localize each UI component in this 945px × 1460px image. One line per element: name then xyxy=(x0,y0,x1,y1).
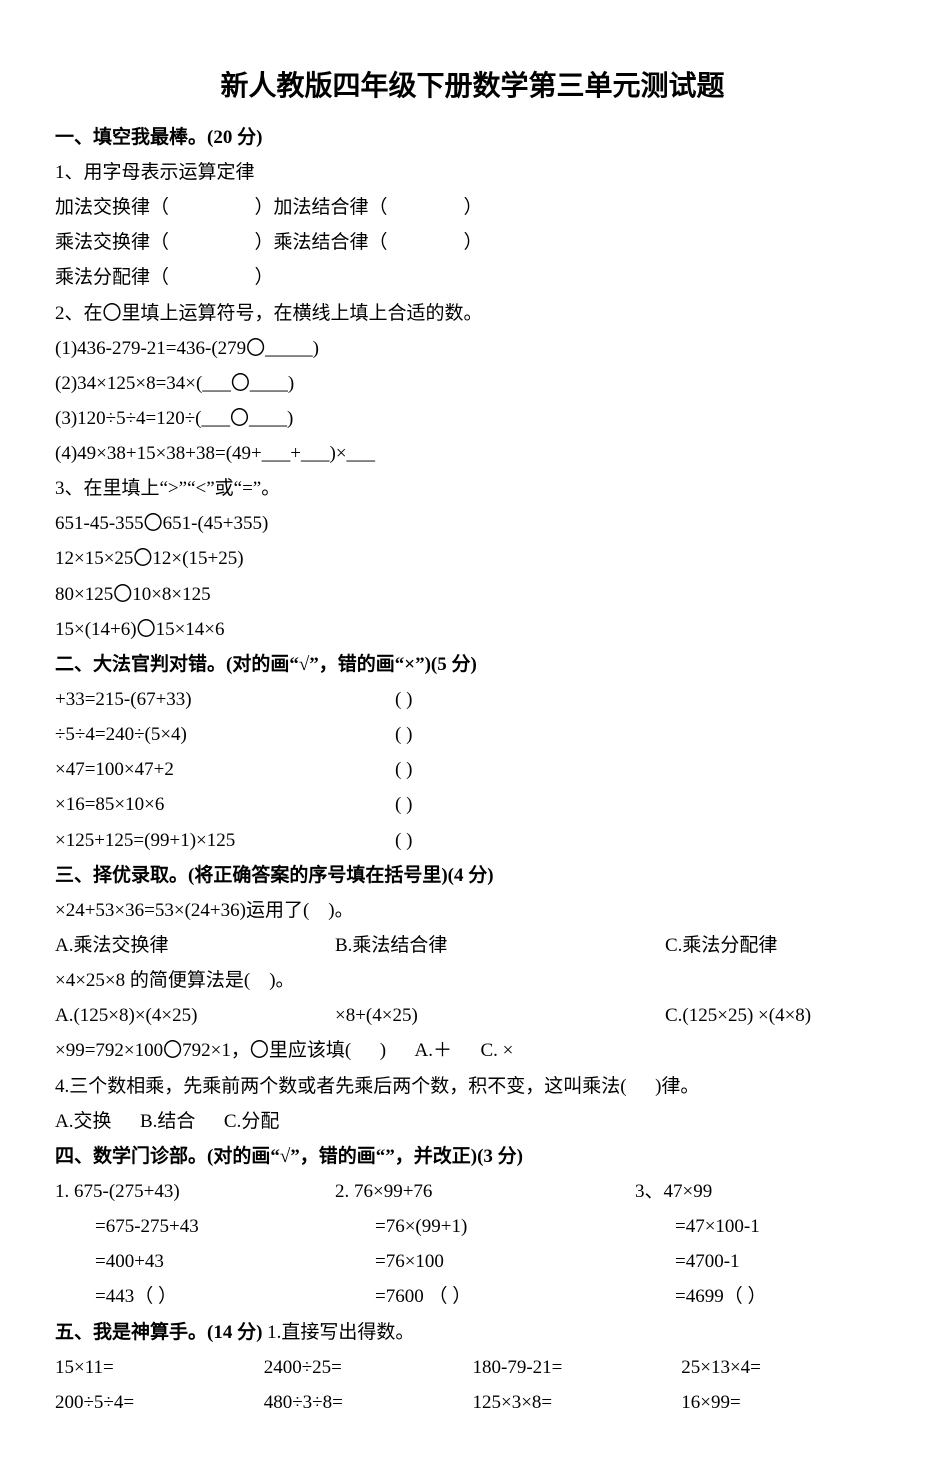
s2-r2-l: ×47=100×47+2 xyxy=(55,752,395,787)
s1-q1-lead: 1、用字母表示运算定律 xyxy=(55,155,890,190)
s2-row: ×47=100×47+2 ( ) xyxy=(55,752,890,787)
s5-r2-c: 125×3×8= xyxy=(473,1385,682,1420)
s1-q3-2: 12×15×25〇12×(15+25) xyxy=(55,541,890,576)
s4-r1-c1: 1. 675-(275+43) xyxy=(55,1174,335,1209)
s4-row3: =400+43 =76×100 =4700-1 xyxy=(55,1244,890,1279)
s2-r3-l: ×16=85×10×6 xyxy=(55,787,395,822)
s5-row2: 200÷5÷4= 480÷3÷8= 125×3×8= 16×99= xyxy=(55,1385,890,1420)
s1-q3-3: 80×125〇10×8×125 xyxy=(55,577,890,612)
s3-q2: ×4×25×8 的简便算法是( )。 xyxy=(55,963,890,998)
s1-q2-1: (1)436-279-21=436-(279〇_____) xyxy=(55,331,890,366)
s4-r4-c3: =4699（ ） xyxy=(675,1279,890,1314)
s5-r1-a: 15×11= xyxy=(55,1350,264,1385)
page-title: 新人教版四年级下册数学第三单元测试题 xyxy=(55,60,890,112)
s4-r3-c3: =4700-1 xyxy=(675,1244,890,1279)
s1-q1-l1: 加法交换律（ ）加法结合律（ ） xyxy=(55,190,890,225)
s1-q2-4: (4)49×38+15×38+38=(49+___+___)×___ xyxy=(55,436,890,471)
s3-q4-options: A.交换 B.结合 C.分配 xyxy=(55,1104,890,1139)
s5-r2-a: 200÷5÷4= xyxy=(55,1385,264,1420)
s2-row: +33=215-(67+33) ( ) xyxy=(55,682,890,717)
s4-row1: 1. 675-(275+43) 2. 76×99+76 3、47×99 xyxy=(55,1174,890,1209)
s2-r2-r: ( ) xyxy=(395,752,412,787)
s2-r1-l: ÷5÷4=240÷(5×4) xyxy=(55,717,395,752)
s1-q2-lead: 2、在〇里填上运算符号，在横线上填上合适的数。 xyxy=(55,296,890,331)
s1-q3-lead: 3、在里填上“>”“<”或“=”。 xyxy=(55,471,890,506)
s2-row: ÷5÷4=240÷(5×4) ( ) xyxy=(55,717,890,752)
s5-row1: 15×11= 2400÷25= 180-79-21= 25×13×4= xyxy=(55,1350,890,1385)
s3-q2-c: C.(125×25) ×(4×8) xyxy=(665,998,890,1033)
s5-r2-d: 16×99= xyxy=(681,1385,890,1420)
s2-row: ×16=85×10×6 ( ) xyxy=(55,787,890,822)
s2-r1-r: ( ) xyxy=(395,717,412,752)
s2-row: ×125+125=(99+1)×125 ( ) xyxy=(55,823,890,858)
s1-q3-1: 651-45-355〇651-(45+355) xyxy=(55,506,890,541)
s4-r2-c3: =47×100-1 xyxy=(675,1209,890,1244)
s3-q1-b: B.乘法结合律 xyxy=(335,928,665,963)
section2-head: 二、大法官判对错。(对的画“√”，错的画“×”)(5 分) xyxy=(55,647,890,682)
section5-head: 五、我是神算手。(14 分) xyxy=(55,1322,262,1343)
s4-r4-c2: =7600 （ ） xyxy=(375,1279,675,1314)
s5-r1-c: 180-79-21= xyxy=(473,1350,682,1385)
s4-r1-c2: 2. 76×99+76 xyxy=(335,1174,635,1209)
s4-r3-c1: =400+43 xyxy=(95,1244,375,1279)
s3-q2-a: A.(125×8)×(4×25) xyxy=(55,998,335,1033)
s3-q4: 4.三个数相乘，先乘前两个数或者先乘后两个数，积不变，这叫乘法( )律。 xyxy=(55,1069,890,1104)
s3-q1-c: C.乘法分配律 xyxy=(665,928,890,963)
section3-head: 三、择优录取。(将正确答案的序号填在括号里)(4 分) xyxy=(55,858,890,893)
s2-r4-r: ( ) xyxy=(395,823,412,858)
s5-r1-b: 2400÷25= xyxy=(264,1350,473,1385)
s1-q1-l2: 乘法交换律（ ）乘法结合律（ ） xyxy=(55,225,890,260)
s4-row2: =675-275+43 =76×(99+1) =47×100-1 xyxy=(55,1209,890,1244)
s2-r4-l: ×125+125=(99+1)×125 xyxy=(55,823,395,858)
s4-row4: =443（ ） =7600 （ ） =4699（ ） xyxy=(55,1279,890,1314)
s3-q1: ×24+53×36=53×(24+36)运用了( )。 xyxy=(55,893,890,928)
s4-r4-c1: =443（ ） xyxy=(95,1279,375,1314)
s3-q2-options: A.(125×8)×(4×25) ×8+(4×25) C.(125×25) ×(… xyxy=(55,998,890,1033)
s4-r2-c2: =76×(99+1) xyxy=(375,1209,675,1244)
s4-r2-c1: =675-275+43 xyxy=(95,1209,375,1244)
s1-q2-3: (3)120÷5÷4=120÷(___〇____) xyxy=(55,401,890,436)
s3-q1-options: A.乘法交换律 B.乘法结合律 C.乘法分配律 xyxy=(55,928,890,963)
s4-r3-c2: =76×100 xyxy=(375,1244,675,1279)
section1-head: 一、填空我最棒。(20 分) xyxy=(55,120,890,155)
section4-head: 四、数学门诊部。(对的画“√”，错的画“”，并改正)(3 分) xyxy=(55,1139,890,1174)
s3-q2-b: ×8+(4×25) xyxy=(335,998,665,1033)
s1-q1-l3: 乘法分配律（ ） xyxy=(55,260,890,295)
s4-r1-c3: 3、47×99 xyxy=(635,1174,890,1209)
s5-r1-d: 25×13×4= xyxy=(681,1350,890,1385)
section5-head-row: 五、我是神算手。(14 分) 1.直接写出得数。 xyxy=(55,1315,890,1350)
section5-sub: 1.直接写出得数。 xyxy=(267,1322,414,1343)
s1-q3-4: 15×(14+6)〇15×14×6 xyxy=(55,612,890,647)
s2-r0-l: +33=215-(67+33) xyxy=(55,682,395,717)
s5-r2-b: 480÷3÷8= xyxy=(264,1385,473,1420)
s3-q1-a: A.乘法交换律 xyxy=(55,928,335,963)
s3-q3: ×99=792×100〇792×1，〇里应该填( ) A.＋ C. × xyxy=(55,1033,890,1068)
s1-q2-2: (2)34×125×8=34×(___〇____) xyxy=(55,366,890,401)
s2-r3-r: ( ) xyxy=(395,787,412,822)
s2-r0-r: ( ) xyxy=(395,682,412,717)
